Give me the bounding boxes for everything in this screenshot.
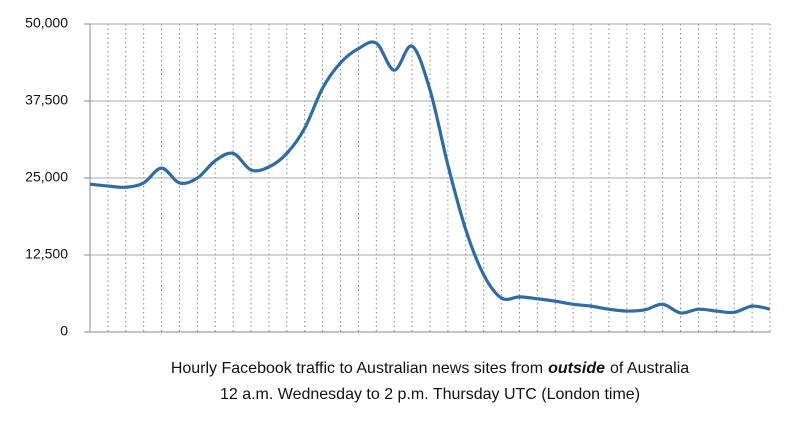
- y-tick-label: 25,000: [25, 169, 68, 185]
- title-part: of Australia: [610, 360, 689, 377]
- line: [89, 40, 771, 315]
- y-tick-label: 12,500: [25, 246, 68, 262]
- title-part: Hourly Facebook traffic to Australian ne…: [171, 360, 543, 377]
- y-tick-label: 50,000: [25, 15, 68, 31]
- chart-title: Hourly Facebook traffic to Australian ne…: [171, 360, 689, 377]
- title-emphasis: outside: [548, 360, 605, 377]
- y-tick-label: 37,500: [25, 92, 68, 108]
- y-tick-label: 0: [60, 323, 68, 339]
- chart-subtitle: 12 a.m. Wednesday to 2 p.m. Thursday UTC…: [220, 386, 640, 403]
